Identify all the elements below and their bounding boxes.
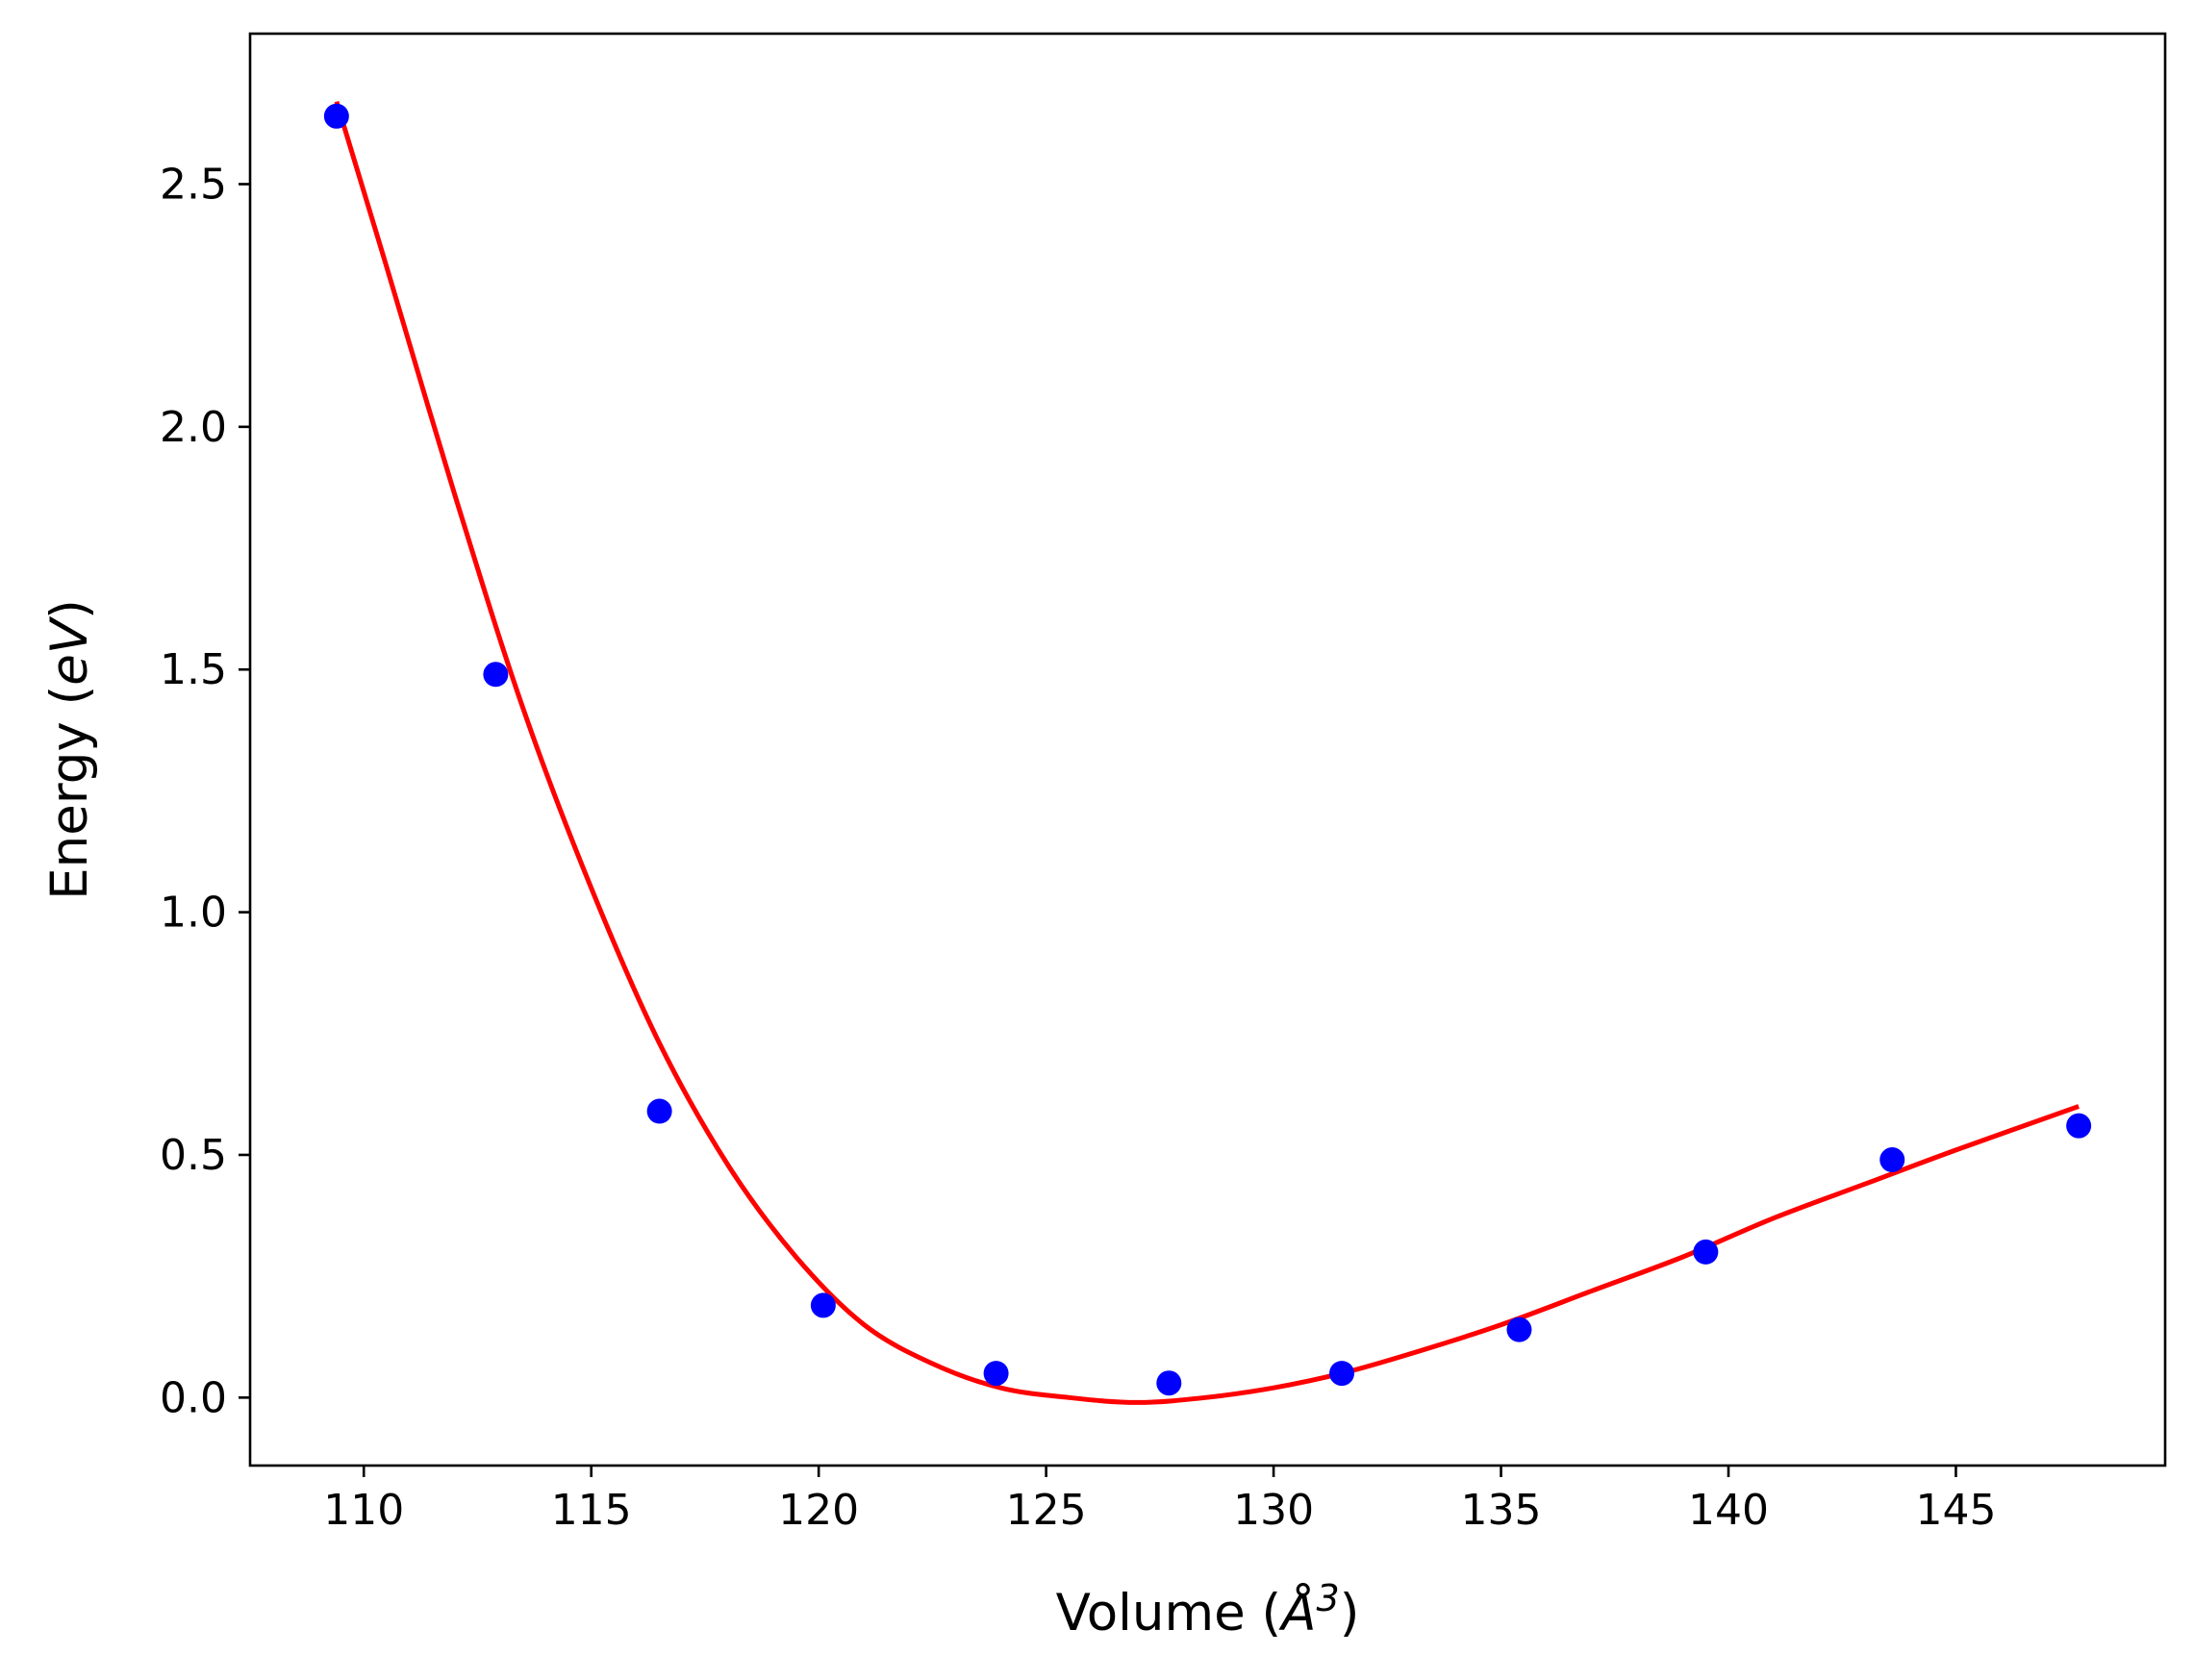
x-axis-title: Volume (Å3) xyxy=(1056,1577,1360,1642)
y-tick-label: 2.5 xyxy=(160,160,227,209)
data-points xyxy=(323,103,2092,1396)
x-tick-label: 135 xyxy=(1461,1486,1542,1535)
y-axis-title: Energy (eV) xyxy=(40,599,99,900)
data-point xyxy=(810,1292,836,1318)
data-point xyxy=(1156,1370,1182,1396)
data-point xyxy=(323,103,349,129)
y-tick-label: 1.5 xyxy=(160,645,227,694)
x-tick-label: 130 xyxy=(1233,1486,1314,1535)
y-tick-label: 0.5 xyxy=(160,1131,227,1180)
x-tick-label: 115 xyxy=(551,1486,632,1535)
data-point xyxy=(1329,1361,1355,1387)
x-tick-label: 140 xyxy=(1688,1486,1769,1535)
x-tick-label: 125 xyxy=(1006,1486,1087,1535)
x-axis: 110 115 120 125 130 135 140 145 xyxy=(323,1466,1996,1535)
data-point xyxy=(983,1361,1009,1387)
data-point xyxy=(483,662,509,688)
x-tick-label: 120 xyxy=(778,1486,859,1535)
y-tick-label: 1.0 xyxy=(160,889,227,938)
data-point xyxy=(1693,1239,1719,1265)
data-point xyxy=(1879,1147,1905,1173)
data-point xyxy=(1506,1316,1532,1342)
y-tick-label: 2.0 xyxy=(160,403,227,452)
data-point xyxy=(646,1098,672,1124)
y-tick-label: 0.0 xyxy=(160,1373,227,1422)
data-point xyxy=(2066,1113,2092,1139)
y-axis: 0.0 0.5 1.0 1.5 2.0 2.5 xyxy=(160,160,250,1422)
fit-curve xyxy=(334,100,2080,1405)
x-tick-label: 110 xyxy=(323,1486,404,1535)
x-tick-label: 145 xyxy=(1915,1486,1996,1535)
plot-frame xyxy=(248,32,2167,1467)
